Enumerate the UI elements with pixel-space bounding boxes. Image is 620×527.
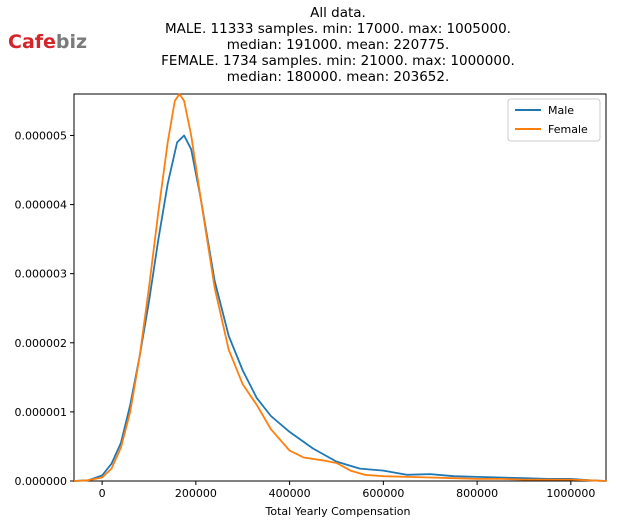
series-line-male (73, 134, 607, 482)
y-tick-label: 0.000004 (15, 199, 68, 212)
title-line: MALE. 11333 samples. min: 17000. max: 10… (165, 21, 511, 37)
plot-area (73, 93, 607, 482)
series-line-female (73, 93, 607, 482)
cafebiz-logo: Cafebiz (8, 31, 87, 53)
y-tick-label: 0.000003 (15, 268, 68, 281)
logo-text-tail: biz (56, 31, 87, 53)
title-line: All data. (310, 5, 366, 21)
x-axis: 0 200000 400000 600000 800000 1000000 (99, 481, 595, 500)
y-axis: 0.000000 0.000001 0.000002 0.000003 0.000004… (15, 129, 74, 488)
chart-title: All data. MALE. 11333 samples. min: 1700… (161, 5, 515, 85)
x-tick-label: 600000 (362, 487, 404, 500)
title-line: median: 180000. mean: 203652. (227, 69, 450, 85)
series-layer (73, 93, 607, 482)
legend-label-male: Male (548, 104, 574, 117)
x-axis-label: Total Yearly Compensation (265, 505, 411, 518)
x-tick-label: 800000 (456, 487, 498, 500)
y-tick-label: 0.000002 (15, 337, 68, 350)
x-tick-label: 0 (99, 487, 106, 500)
y-tick-label: 0.000005 (15, 129, 68, 142)
logo-text-main: Cafe (8, 31, 56, 53)
y-tick-label: 0.000000 (15, 475, 68, 488)
x-tick-label: 400000 (269, 487, 311, 500)
x-tick-label: 1000000 (546, 487, 595, 500)
legend: Male Female (507, 98, 601, 142)
y-tick-label: 0.000001 (15, 406, 68, 419)
title-line: FEMALE. 1734 samples. min: 21000. max: 1… (161, 53, 515, 69)
x-tick-label: 200000 (175, 487, 217, 500)
svg-text:Cafebiz: Cafebiz (8, 31, 87, 53)
legend-label-female: Female (548, 123, 588, 136)
title-line: median: 191000. mean: 220775. (227, 37, 450, 53)
